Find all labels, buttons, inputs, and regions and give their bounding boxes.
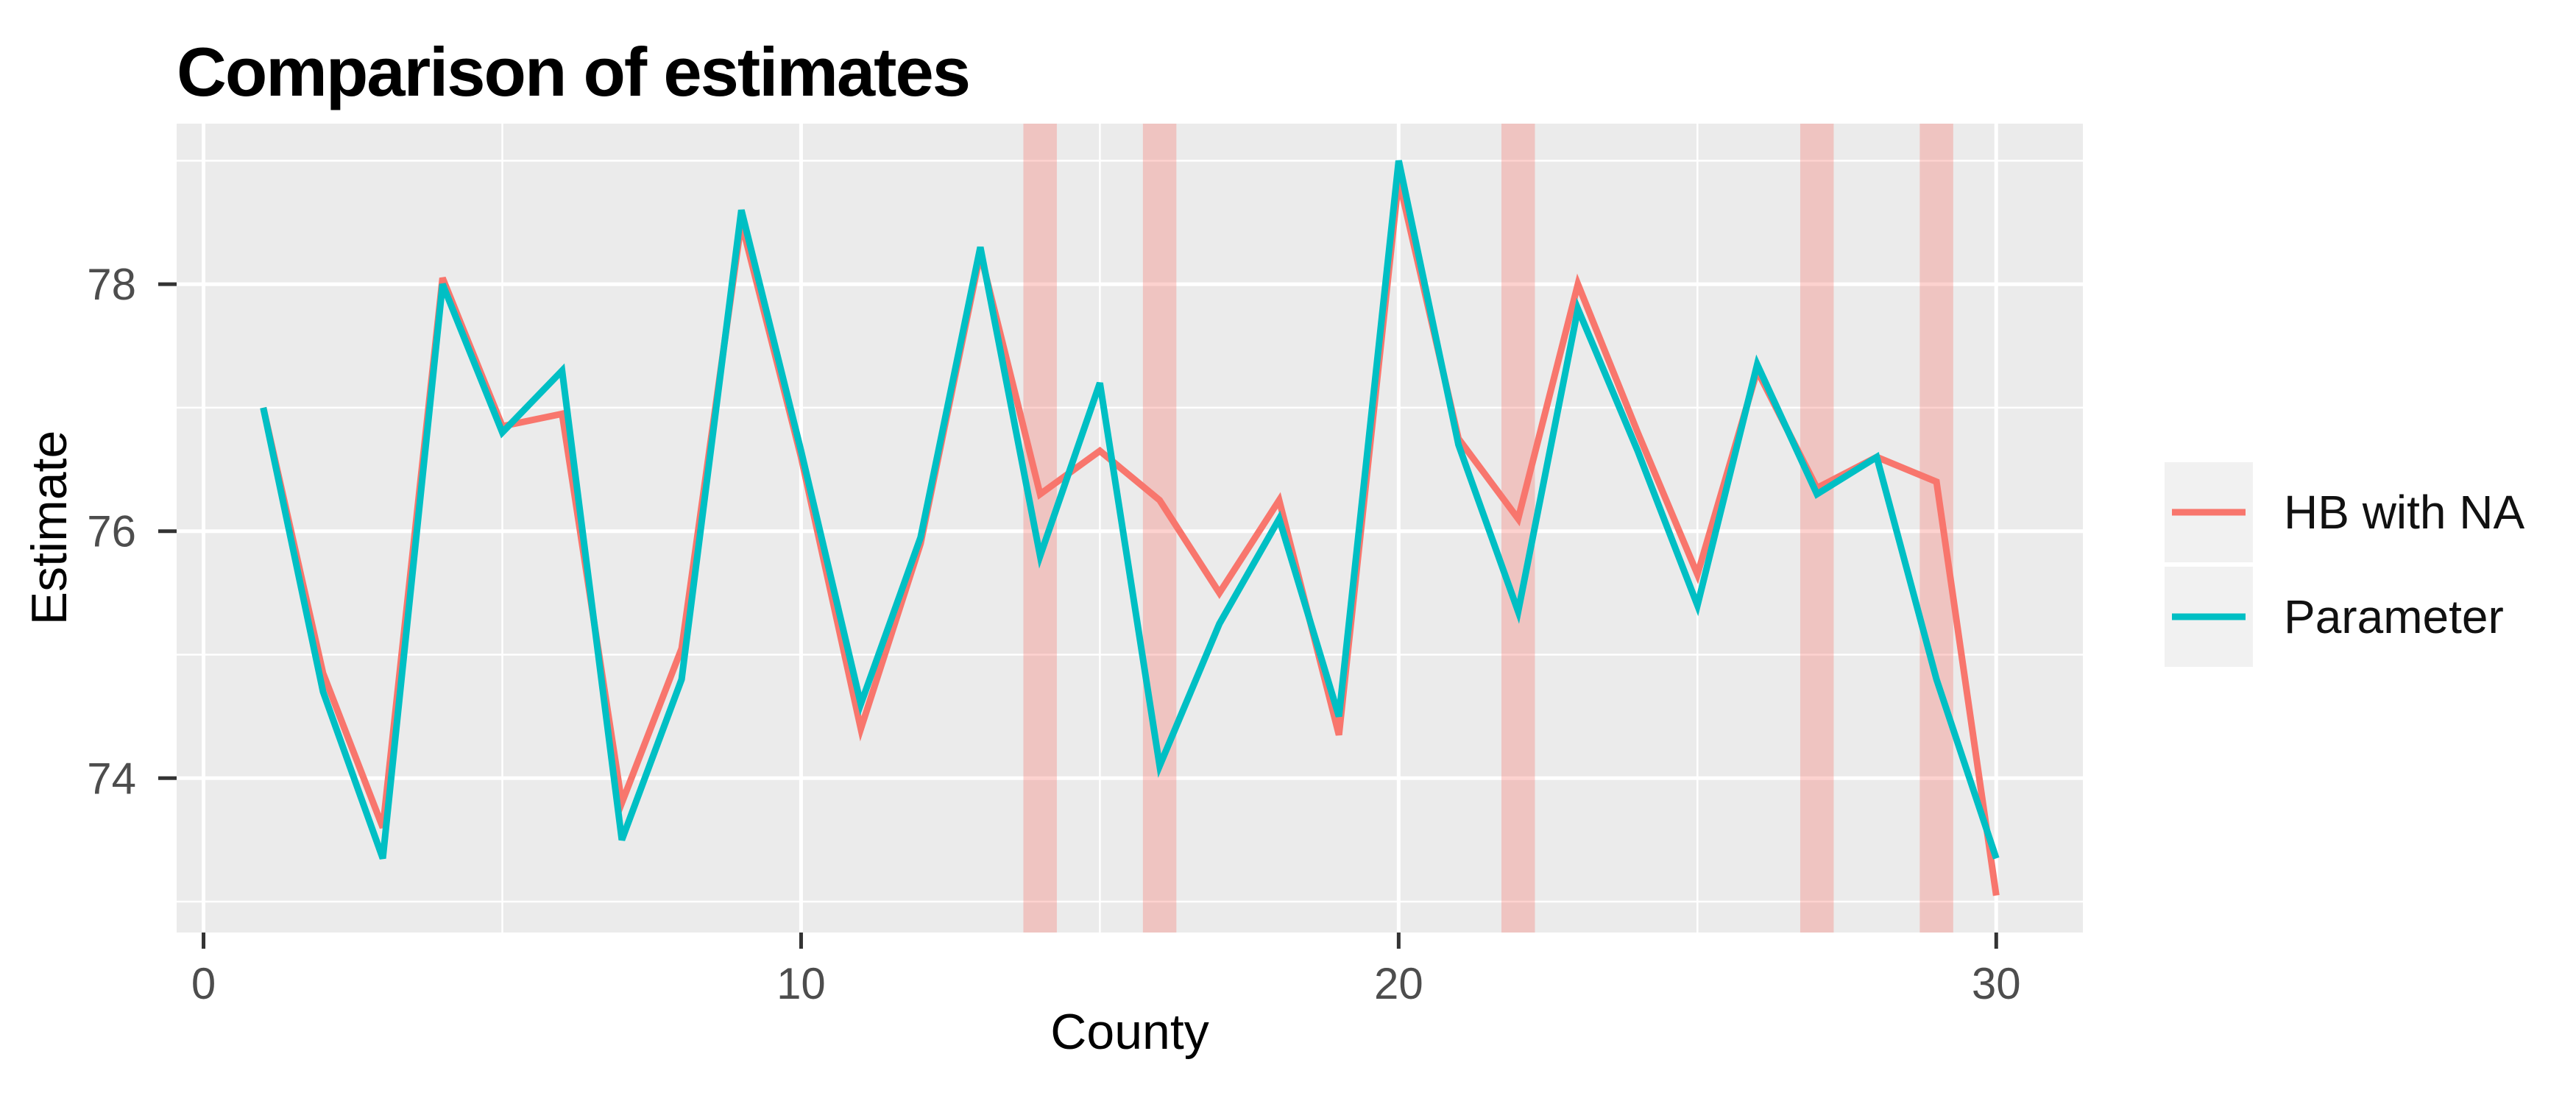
legend: HB with NA Parameter (2165, 462, 2525, 667)
page-title: Comparison of estimates (177, 33, 969, 110)
x-tick-label: 10 (776, 959, 826, 1008)
x-axis-title: County (1050, 1004, 1209, 1060)
na-band (1501, 124, 1535, 933)
na-band (1142, 124, 1177, 933)
hb-line (260, 178, 2000, 896)
y-tick-label: 78 (87, 260, 136, 309)
axis-ticks-layer: 0 10 20 30 74 76 78 (87, 260, 2020, 1008)
y-axis-title: Estimate (21, 431, 77, 626)
x-tick-label: 20 (1374, 959, 1423, 1008)
plot-panel-layer (177, 124, 2083, 933)
parameter-line (260, 160, 2000, 860)
y-tick-label: 76 (87, 507, 136, 556)
y-tick-label: 74 (87, 754, 136, 803)
plot-panel (177, 124, 2083, 933)
legend-label-parameter: Parameter (2284, 590, 2504, 643)
na-band (1919, 124, 1953, 933)
legend-label-hb: HB with NA (2284, 486, 2525, 539)
na-band (1800, 124, 1834, 933)
series-lines-layer (260, 160, 2000, 896)
x-tick-label: 30 (1972, 959, 2021, 1008)
x-tick-label: 0 (191, 959, 216, 1008)
